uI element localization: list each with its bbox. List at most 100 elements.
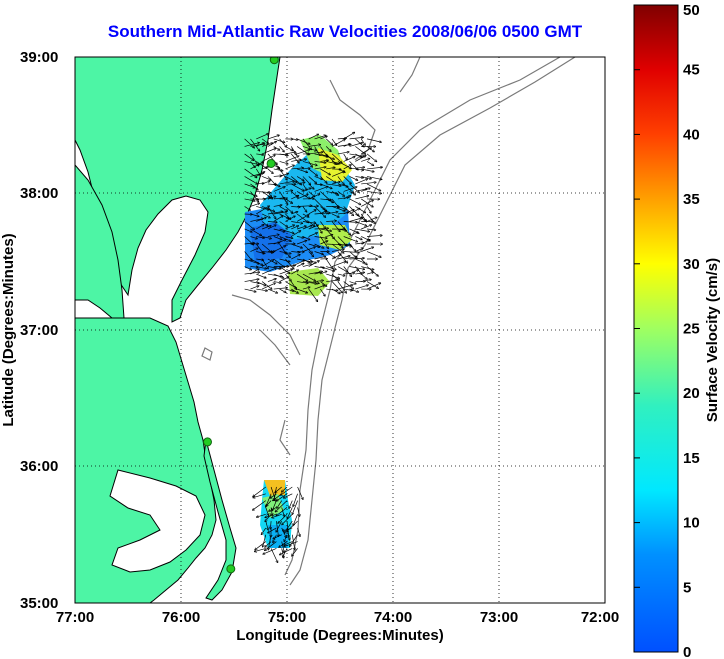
velocity-arrow [361, 236, 370, 240]
velocity-arrow [279, 168, 287, 180]
velocity-arrow [244, 153, 254, 160]
velocity-arrow [244, 138, 255, 148]
colorbar-scale [633, 4, 679, 653]
velocity-arrow [297, 507, 300, 516]
velocity-arrow [314, 167, 326, 170]
velocity-arrow [325, 258, 332, 268]
colorbar-tick: 0 [683, 644, 691, 659]
velocity-arrow [296, 213, 308, 223]
velocity-arrow [326, 212, 337, 215]
velocity-arrow [349, 281, 356, 284]
velocity-arrow [256, 134, 268, 140]
velocity-arrow [273, 282, 281, 283]
velocity-arrow [337, 152, 349, 155]
velocity-arrow [302, 226, 312, 230]
velocity-arrow [296, 288, 307, 293]
velocity-arrow [265, 521, 268, 530]
x-tick: 75:00 [268, 609, 306, 626]
velocity-arrow [256, 161, 266, 168]
velocity-arrow [250, 161, 255, 167]
velocity-arrow [256, 281, 265, 286]
velocity-arrow [285, 236, 292, 238]
velocity-arrow [253, 486, 267, 497]
velocity-arrow [256, 206, 269, 215]
velocity-arrow [292, 548, 298, 555]
velocity-arrow [293, 514, 298, 525]
velocity-arrow [331, 171, 344, 177]
velocity-arrow [314, 243, 324, 248]
velocity-arrow [280, 548, 293, 554]
velocity-arrow [291, 261, 304, 267]
velocity-arrow [291, 221, 302, 223]
velocity-arrow [244, 198, 255, 201]
velocity-arrow [320, 183, 331, 189]
velocity-arrow [291, 191, 298, 197]
velocity-arrow [361, 168, 374, 172]
velocity-arrow [253, 500, 267, 510]
velocity-arrow [355, 258, 364, 263]
y-tick: 37:00 [20, 322, 58, 339]
velocity-arrow [355, 179, 367, 185]
velocity-arrow [349, 137, 364, 140]
sound-water [109, 469, 206, 573]
velocity-arrow [256, 154, 263, 155]
velocity-arrow [250, 281, 258, 284]
velocity-arrow [285, 281, 296, 288]
velocity-arrow [366, 272, 373, 275]
velocity-arrow [296, 273, 308, 281]
velocity-arrow [331, 153, 342, 163]
velocity-arrow [263, 534, 267, 547]
x-tick: 73:00 [480, 609, 518, 626]
velocity-arrow [308, 233, 318, 237]
station-marker [203, 437, 212, 447]
velocity-arrow [285, 165, 294, 170]
map-title: Southern Mid-Atlantic Raw Velocities 200… [107, 22, 583, 41]
colorbar-tick: 15 [683, 450, 700, 467]
velocity-arrow [314, 251, 324, 255]
velocity-arrow [320, 168, 330, 175]
velocity-arrow [262, 236, 271, 238]
velocity-arrow [361, 225, 371, 230]
velocity-arrow [314, 221, 322, 232]
velocity-arrow [337, 266, 348, 272]
velocity-arrow [320, 281, 326, 287]
velocity-arrow [320, 228, 331, 231]
velocity-arrow [279, 146, 285, 151]
station-marker [269, 57, 279, 65]
velocity-arrow [297, 252, 304, 253]
velocity-arrow [291, 288, 298, 293]
velocity-arrow [325, 138, 332, 145]
velocity-arrow [261, 148, 276, 155]
velocity-arrow [250, 236, 257, 238]
velocity-arrow [320, 266, 334, 271]
velocity-arrow [250, 267, 258, 268]
velocity-arrow [314, 135, 326, 140]
velocity-arrow [296, 264, 304, 267]
velocity-arrow [250, 203, 259, 207]
velocity-arrow [355, 228, 369, 232]
velocity-arrow [250, 269, 258, 275]
velocity-arrow [361, 188, 370, 192]
velocity-arrow [326, 221, 336, 222]
velocity-arrow [285, 206, 292, 212]
velocity-arrow [337, 176, 344, 184]
velocity-arrow [343, 132, 355, 140]
velocity-arrow [273, 212, 287, 215]
velocity-arrow [293, 493, 298, 507]
velocity-arrow [250, 213, 258, 216]
velocity-arrow [302, 176, 311, 184]
velocity-arrow [366, 153, 376, 162]
velocity-arrow [267, 279, 276, 282]
velocity-arrow [302, 247, 315, 252]
velocity-arrow [256, 259, 263, 260]
y-tick-labels: 39:00 38:00 37:00 36:00 35:00 [20, 49, 58, 612]
velocity-arrow [320, 146, 327, 156]
velocity-arrow [314, 198, 326, 210]
velocity-arrow [302, 213, 309, 217]
velocity-arrow [302, 183, 307, 190]
velocity-arrow [270, 548, 277, 562]
velocity-arrow [302, 138, 311, 150]
velocity-arrow [296, 150, 310, 155]
velocity-arrow [308, 161, 313, 167]
